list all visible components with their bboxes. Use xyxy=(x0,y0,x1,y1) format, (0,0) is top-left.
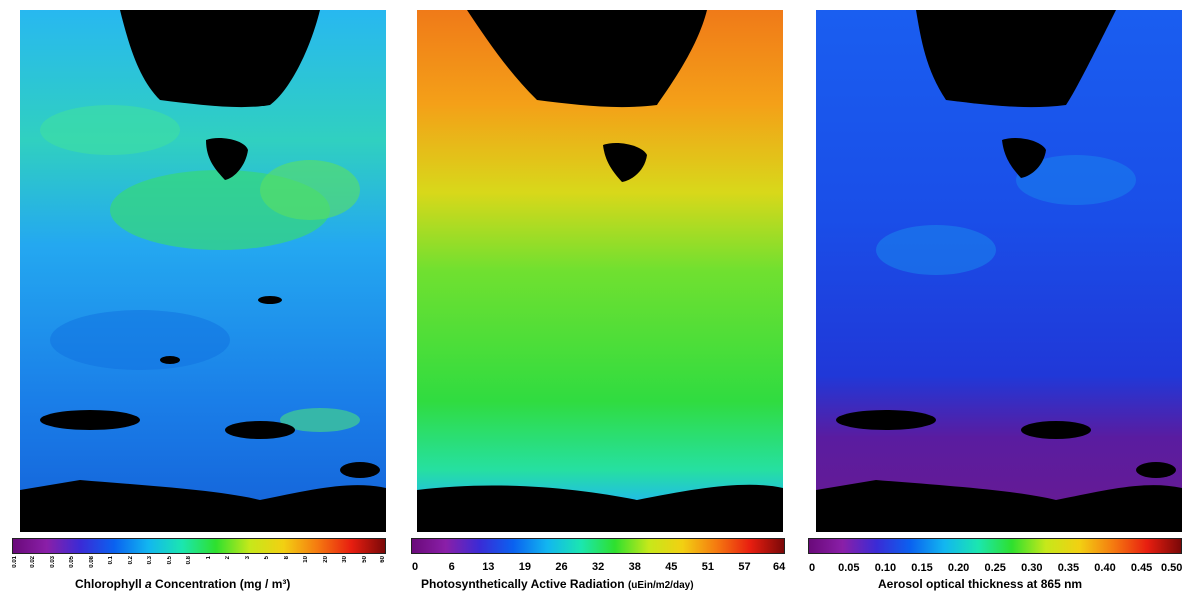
colorbar-tick-label: 45 xyxy=(665,561,678,573)
colorbar-tick-label: 38 xyxy=(628,561,641,573)
colorbar-tick-label: 13 xyxy=(482,561,495,573)
chlorophyll-title-italic: a xyxy=(145,577,152,591)
colorbar-tick-label: 30 xyxy=(342,556,349,563)
colorbar-tick-label: 0.3 xyxy=(147,556,154,565)
colorbar-tick-label: 2 xyxy=(225,556,232,560)
par-title-text: Photosynthetically Active Radiation xyxy=(421,577,625,591)
colorbar-tick-label: 0.15 xyxy=(911,562,933,574)
chlorophyll-title-prefix: Chlorophyll xyxy=(75,577,145,591)
colorbar-tick-label: 0.01 xyxy=(12,556,18,568)
colorbar-tick-label: 10 xyxy=(303,556,310,563)
par-units: (uEin/m2/day) xyxy=(627,580,694,591)
colorbar-tick-label: 6 xyxy=(448,561,455,573)
aerosol-map xyxy=(816,10,1182,532)
colorbar-tick-label: 19 xyxy=(518,561,532,573)
colorbar-tick-label: 20 xyxy=(322,556,329,563)
colorbar-tick-label: 64 xyxy=(773,561,786,573)
par-title: Photosynthetically Active Radiation (uEi… xyxy=(421,577,694,591)
colorbar-tick-label: 0.03 xyxy=(49,556,56,568)
colorbar-tick-label: 0.45 xyxy=(1130,562,1153,574)
chlorophyll-colorbar xyxy=(12,538,386,554)
colorbar-tick-label: 1 xyxy=(205,556,212,560)
colorbar-tick-label: 0.8 xyxy=(186,556,193,565)
colorbar-tick-label: 0.05 xyxy=(69,556,76,568)
colorbar-tick-label: 3 xyxy=(244,556,251,560)
chlorophyll-map xyxy=(20,10,386,532)
chlorophyll-title-suffix: Concentration xyxy=(151,577,237,591)
colorbar-tick-label: 0.05 xyxy=(838,562,860,574)
par-map xyxy=(417,10,783,532)
chlorophyll-ticks: 0.01 0.02 0.03 0.05 0.08 0.1 0.2 0.3 0.5 0.8 1 2 3 5 8… xyxy=(12,556,386,570)
colorbar-tick-label: 0.2 xyxy=(127,556,134,565)
colorbar-tick-label: 0.5 xyxy=(166,556,173,565)
aerosol-ticks: 0 0.05 0.10 0.15 0.20 0.25 0.30 0.35 0.40 0.45 0.5… xyxy=(808,562,1182,576)
par-colorbar xyxy=(411,538,785,554)
colorbar-tick-label: 51 xyxy=(701,561,715,573)
aerosol-title-text: Aerosol optical thickness at 865 nm xyxy=(878,577,1083,591)
chlorophyll-title: Chlorophyll a Concentration (mg / m³) xyxy=(75,577,290,591)
par-ticks: 0 6 13 19 26 32 38 45 51 57 64 xyxy=(411,561,785,575)
colorbar-tick-label: 60 xyxy=(380,556,386,563)
colorbar-tick-label: 57 xyxy=(738,561,751,573)
aerosol-colorbar xyxy=(808,538,1182,554)
colorbar-tick-label: 0 xyxy=(412,561,419,573)
colorbar-tick-label: 0.08 xyxy=(88,556,95,568)
chlorophyll-units: (mg / m³) xyxy=(239,577,291,591)
colorbar-tick-label: 0.40 xyxy=(1094,562,1116,574)
colorbar-tick-label: 0.25 xyxy=(984,562,1006,574)
colorbar-tick-label: 0.02 xyxy=(30,556,37,568)
colorbar-tick-label: 0.35 xyxy=(1057,562,1080,574)
colorbar-tick-label: 32 xyxy=(592,561,605,573)
colorbar-tick-label: 0.1 xyxy=(108,556,115,565)
colorbar-tick-label: 0.20 xyxy=(947,562,970,574)
colorbar-tick-label: 8 xyxy=(283,556,290,560)
colorbar-tick-label: 0 xyxy=(809,562,816,574)
colorbar-tick-label: 0.50 xyxy=(1161,562,1183,574)
aerosol-title: Aerosol optical thickness at 865 nm xyxy=(878,577,1082,591)
colorbar-tick-label: 5 xyxy=(264,556,271,560)
colorbar-tick-label: 50 xyxy=(361,556,368,563)
colorbar-tick-label: 26 xyxy=(555,561,568,573)
colorbar-tick-label: 0.30 xyxy=(1021,562,1043,574)
colorbar-tick-label: 0.10 xyxy=(874,562,897,574)
